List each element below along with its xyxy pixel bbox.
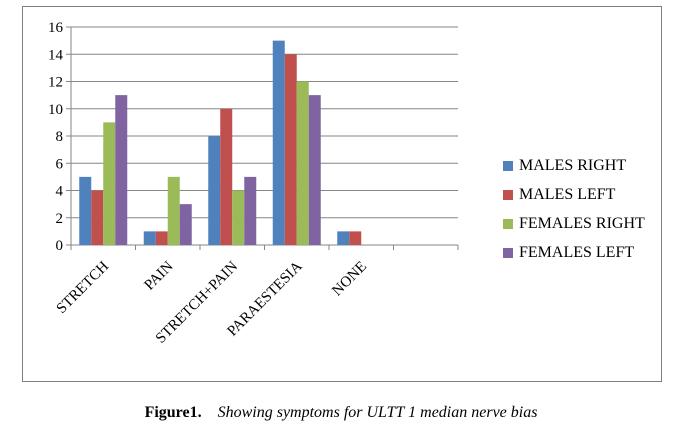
legend-label: MALES RIGHT <box>519 156 627 174</box>
y-tick-label: 16 <box>48 20 64 36</box>
legend-label: FEMALES LEFT <box>519 243 635 261</box>
x-tick-label: PAIN <box>141 258 176 293</box>
caption-text: Showing symptoms for ULTT 1 median nerve… <box>217 404 538 421</box>
legend-swatch <box>503 218 513 229</box>
bar-males-left <box>349 231 362 245</box>
bar-males-left <box>155 231 168 245</box>
bar-females-right <box>296 81 309 245</box>
figure-caption: Figure1. Showing symptoms for ULTT 1 med… <box>0 404 682 422</box>
bar-females-left <box>244 176 257 245</box>
bar-males-right <box>272 40 285 245</box>
legend-item: MALES RIGHT <box>503 151 645 180</box>
legend-swatch <box>503 189 513 200</box>
caption-lead: Figure1. <box>144 404 202 421</box>
bar-males-left <box>284 54 297 245</box>
y-tick-label: 4 <box>56 184 64 200</box>
caption-spacer <box>206 404 214 421</box>
legend-item: FEMALES LEFT <box>503 238 645 267</box>
bar-females-left <box>115 95 128 245</box>
chart-frame: 0 2 4 6 8 10 12 14 16 STRETCH PAIN STRETCH+PAIN PARA… <box>22 6 662 382</box>
bar-males-right <box>143 231 156 245</box>
x-tick-label: NONE <box>329 259 370 300</box>
legend-swatch <box>503 247 513 258</box>
bar-males-left <box>91 190 104 245</box>
legend-item: FEMALES RIGHT <box>503 209 645 238</box>
bar-females-right <box>232 190 245 245</box>
y-tick-label: 0 <box>56 238 64 254</box>
y-tick-label: 10 <box>48 102 63 118</box>
y-tick-label: 8 <box>56 129 64 145</box>
bar-females-left <box>308 95 321 245</box>
legend-swatch <box>503 160 513 171</box>
legend-item: MALES LEFT <box>503 180 645 209</box>
y-tick-label: 12 <box>48 75 63 91</box>
legend-label: MALES LEFT <box>519 185 616 203</box>
bar-males-right <box>208 136 221 245</box>
bar-females-left <box>179 204 192 245</box>
bar-males-left <box>220 108 233 245</box>
x-tick-label: STRETCH <box>54 258 113 317</box>
bar-females-right <box>167 176 180 245</box>
legend-label: FEMALES RIGHT <box>519 214 645 232</box>
chart-legend: MALES RIGHT MALES LEFT FEMALES RIGHT FEMALE… <box>503 151 645 267</box>
bar-males-right <box>337 231 350 245</box>
y-tick-label: 6 <box>56 156 64 172</box>
bar-females-right <box>103 122 116 245</box>
y-tick-label: 14 <box>48 47 64 63</box>
bar-males-right <box>79 176 92 245</box>
y-tick-label: 2 <box>56 211 64 227</box>
